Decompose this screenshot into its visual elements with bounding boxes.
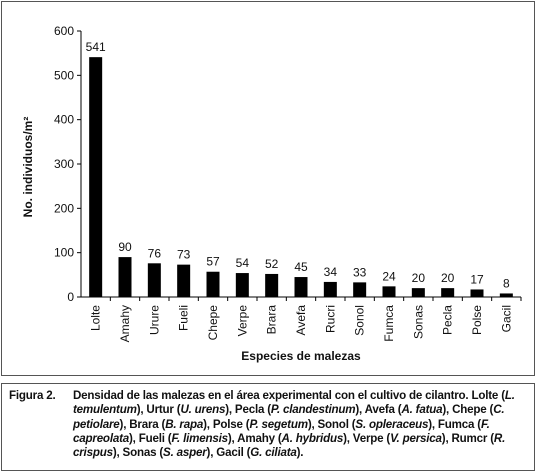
x-tick-label: Pecla — [441, 305, 455, 335]
bar — [206, 271, 220, 297]
caption-run: F. capreolata — [73, 417, 490, 445]
caption-text: Densidad de las malezas en el área exper… — [73, 389, 527, 465]
caption-run: A. fatua — [401, 403, 443, 417]
x-tick-label: Sonas — [411, 305, 425, 339]
y-tick-label: 300 — [54, 157, 74, 171]
caption-run: ), Fumca ( — [428, 417, 481, 431]
bar — [470, 289, 484, 297]
x-tick-label: Polse — [470, 305, 484, 335]
value-label: 76 — [148, 246, 162, 260]
y-tick-label: 500 — [54, 68, 74, 82]
bar — [118, 257, 132, 297]
caption-run: A. hybridus — [281, 431, 344, 445]
x-tick-label: Gacil — [499, 305, 513, 332]
bar — [499, 293, 513, 297]
value-label: 20 — [441, 271, 455, 285]
x-tick-label: Sonol — [353, 305, 367, 336]
x-tick-label: Chepe — [206, 305, 220, 341]
caption-run: S. asper — [163, 446, 207, 460]
bar — [235, 273, 249, 297]
value-label: 8 — [503, 276, 510, 290]
value-label: 54 — [236, 256, 250, 270]
caption-run: ), Pecla ( — [225, 403, 271, 417]
caption-run: ), Rumcr ( — [441, 431, 494, 445]
caption-run: F. limensis — [171, 431, 228, 445]
value-label: 52 — [265, 257, 279, 271]
bar — [441, 288, 455, 297]
caption-run: ), Urtur ( — [136, 403, 181, 417]
caption-run: B. rapa — [165, 417, 204, 431]
caption-run: P. segetum — [249, 417, 308, 431]
caption-run: C. petiolare — [73, 403, 505, 431]
bar — [294, 277, 308, 297]
bar — [265, 273, 279, 297]
value-label: 24 — [382, 269, 396, 283]
caption-run: S. opleraceus — [355, 417, 429, 431]
x-tick-label: Brara — [265, 305, 279, 335]
caption-run: ), Polse ( — [203, 417, 250, 431]
x-tick-label: Urure — [147, 305, 161, 335]
value-label: 57 — [206, 255, 220, 269]
y-tick-label: 400 — [54, 113, 74, 127]
caption-run: L. temulentum — [73, 389, 515, 417]
caption-run: U. urens — [180, 403, 226, 417]
caption-run: G. ciliata — [250, 446, 297, 460]
caption-run: ), Amahy ( — [227, 431, 282, 445]
caption-run: ), Brara ( — [119, 417, 166, 431]
caption-run: ), Gacil ( — [206, 446, 251, 460]
bar — [89, 57, 103, 298]
value-label: 45 — [294, 260, 308, 274]
bar — [147, 263, 161, 297]
value-label: 20 — [412, 271, 426, 285]
caption-label: Figura 2. — [9, 389, 56, 402]
chart: No. individuos/m² Especies de malezas 0 1… — [21, 24, 522, 363]
x-tick-label: Avefa — [294, 305, 308, 336]
y-tick-label: 0 — [67, 290, 74, 304]
y-tick-label: 100 — [54, 246, 74, 260]
bar — [353, 282, 367, 297]
x-tick-label: Fueli — [177, 305, 191, 331]
caption-run: ), Chepe ( — [442, 403, 494, 417]
caption-run: P. clandestinum — [270, 403, 356, 417]
value-label: 541 — [86, 40, 106, 54]
x-tick-label: Verpe — [235, 305, 249, 337]
y-tick-label: 200 — [54, 201, 74, 215]
caption: Figura 2. Densidad de las malezas en el … — [1, 383, 535, 471]
caption-run: V. persica — [390, 431, 442, 445]
x-tick-label: Fumca — [382, 305, 396, 342]
y-tick-label: 600 — [54, 24, 74, 38]
caption-run: R. crispus — [73, 431, 506, 460]
x-tick-label: Rucri — [323, 305, 337, 333]
x-axis-label: Especies de malezas — [241, 349, 361, 363]
value-label: 17 — [470, 272, 484, 286]
bar — [177, 264, 191, 297]
value-label: 73 — [177, 248, 191, 262]
value-label: 33 — [353, 265, 367, 279]
caption-run: ), Fueli ( — [129, 431, 172, 445]
bar — [411, 288, 425, 297]
caption-run: ), Verpe ( — [343, 431, 391, 445]
value-label: 90 — [118, 240, 132, 254]
x-tick-label: Amahy — [118, 305, 132, 342]
caption-run: ), Sonol ( — [307, 417, 356, 431]
value-label: 34 — [324, 265, 338, 279]
x-tick-label: Lolte — [89, 305, 103, 331]
bar — [323, 281, 337, 297]
y-axis-label: No. individuos/m² — [21, 117, 35, 218]
caption-run: ), Avefa ( — [355, 403, 402, 417]
caption-run: ), Sonas ( — [112, 446, 164, 460]
chart-frame: No. individuos/m² Especies de malezas 0 1… — [1, 1, 535, 376]
bar — [382, 286, 396, 297]
caption-run: ). — [296, 446, 304, 460]
caption-run: Densidad de las malezas en el área exper… — [73, 389, 505, 402]
